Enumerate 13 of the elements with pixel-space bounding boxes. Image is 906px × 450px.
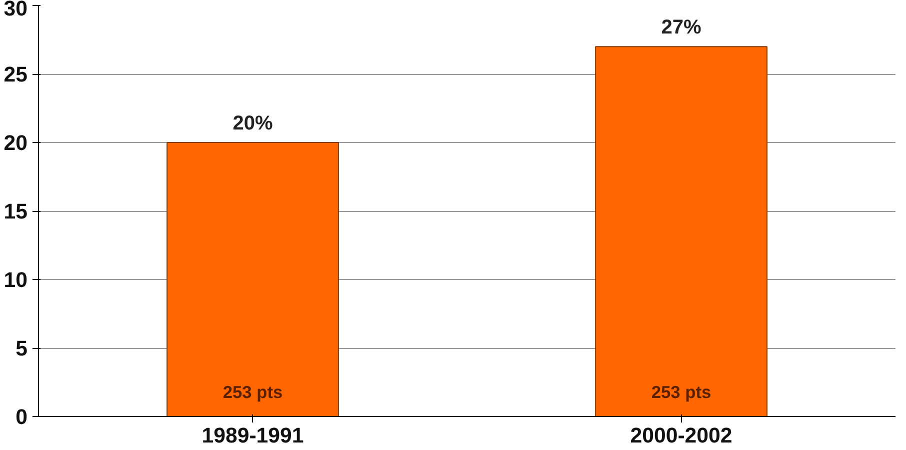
- y-tick-label: 15: [4, 200, 28, 224]
- y-tick-label: 25: [4, 62, 28, 86]
- y-tick-label: 30: [4, 0, 28, 20]
- y-tick-label: 0: [16, 405, 28, 429]
- x-tick-label: 2000-2002: [630, 424, 732, 448]
- y-tick-label: 5: [16, 336, 28, 360]
- annotation: 253 pts: [222, 382, 283, 402]
- data-label: 27%: [661, 16, 702, 39]
- y-tick-label: 10: [4, 268, 28, 292]
- annotation: 253 pts: [651, 382, 712, 402]
- x-tick-label: 1989-1991: [202, 424, 304, 448]
- data-label: 20%: [232, 112, 273, 134]
- y-tick-label: 20: [4, 131, 28, 155]
